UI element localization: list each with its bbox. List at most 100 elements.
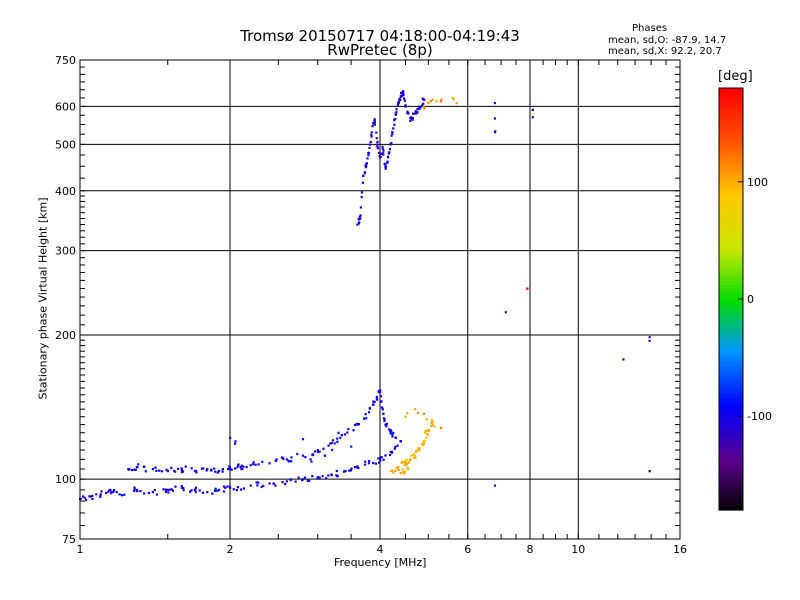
data-point <box>373 400 376 404</box>
data-point <box>368 407 372 410</box>
data-point <box>182 489 185 492</box>
data-point <box>403 461 406 464</box>
data-point <box>205 469 208 472</box>
colorbar-band <box>719 154 743 159</box>
x-tick-label: 10 <box>571 543 585 556</box>
data-point <box>451 96 455 100</box>
data-point <box>367 462 371 465</box>
colorbar-band <box>719 446 743 451</box>
colorbar-band <box>719 422 743 427</box>
data-point <box>381 145 384 148</box>
data-point <box>435 100 438 103</box>
data-point <box>395 108 398 111</box>
data-point <box>380 152 384 155</box>
colorbar-band <box>719 88 743 93</box>
colorbar-band <box>719 130 743 135</box>
data-point <box>174 485 177 488</box>
data-point <box>379 391 382 394</box>
data-point <box>350 467 353 470</box>
colorbar-band <box>719 467 743 472</box>
data-point <box>272 482 275 485</box>
data-point <box>359 217 362 220</box>
data-point <box>380 400 383 403</box>
data-point <box>112 490 115 493</box>
colorbar-band <box>719 418 743 423</box>
data-point <box>386 160 389 163</box>
colorbar-band <box>719 400 743 406</box>
colorbar-band <box>719 260 743 265</box>
data-point <box>383 162 386 165</box>
colorbar-band <box>719 443 743 448</box>
data-point <box>100 490 103 493</box>
data-point <box>391 469 394 472</box>
data-point <box>531 108 534 111</box>
data-point <box>195 471 198 474</box>
data-point <box>310 460 313 463</box>
data-point <box>287 460 291 463</box>
colorbar-band <box>719 137 743 142</box>
colorbar-band <box>719 334 743 339</box>
data-point <box>411 116 414 119</box>
colorbar-band <box>719 386 743 392</box>
colorbar-band <box>719 253 743 258</box>
data-point <box>384 423 387 426</box>
data-point <box>316 449 319 452</box>
data-point <box>421 104 424 107</box>
data-point <box>409 119 412 122</box>
data-point <box>393 118 396 122</box>
chart-title: Tromsø 20150717 04:18:00-04:19:43 <box>240 27 520 45</box>
data-point <box>136 466 139 469</box>
data-point <box>118 493 121 496</box>
data-point <box>376 147 380 150</box>
data-point <box>375 398 379 401</box>
data-point <box>377 151 381 154</box>
data-point <box>214 487 217 490</box>
data-point <box>311 453 314 456</box>
colorbar-band <box>719 481 743 486</box>
chart-subtitle: RwPretec (8p) <box>327 41 433 59</box>
data-point <box>127 468 131 471</box>
data-point <box>365 417 368 420</box>
data-point <box>224 486 227 489</box>
colorbar-band <box>719 502 743 508</box>
data-point <box>330 474 333 477</box>
data-point <box>268 482 271 485</box>
colorbar-band <box>719 246 743 251</box>
data-point <box>275 458 278 461</box>
colorbar-band <box>719 119 743 124</box>
data-point <box>79 497 83 500</box>
data-point <box>190 467 193 470</box>
data-point <box>239 466 242 469</box>
data-point <box>229 436 232 439</box>
data-point <box>229 468 232 471</box>
colorbar-band <box>719 91 743 96</box>
data-point <box>376 145 379 148</box>
data-point <box>115 490 118 494</box>
data-point <box>397 101 400 104</box>
data-point <box>168 488 172 491</box>
data-point <box>399 95 403 99</box>
data-point <box>368 146 371 149</box>
data-point <box>402 97 406 100</box>
data-point <box>166 488 169 492</box>
data-point <box>155 469 158 472</box>
data-point <box>352 429 355 432</box>
colorbar-band <box>719 147 743 152</box>
data-point <box>130 468 134 472</box>
colorbar-band <box>719 464 743 469</box>
data-point <box>400 461 403 464</box>
colorbar-band <box>719 98 743 103</box>
data-point <box>373 119 376 122</box>
stats-o-line: mean, sd,O: -87.9, 14.7 <box>608 35 727 46</box>
data-point <box>493 101 497 105</box>
data-point <box>327 474 330 477</box>
data-point <box>226 485 229 488</box>
data-point <box>388 428 391 431</box>
data-point <box>409 116 413 119</box>
colorbar-band <box>719 218 743 223</box>
data-point <box>379 155 382 159</box>
data-point <box>388 151 391 154</box>
data-point <box>329 442 332 445</box>
colorbar-band <box>719 102 743 107</box>
